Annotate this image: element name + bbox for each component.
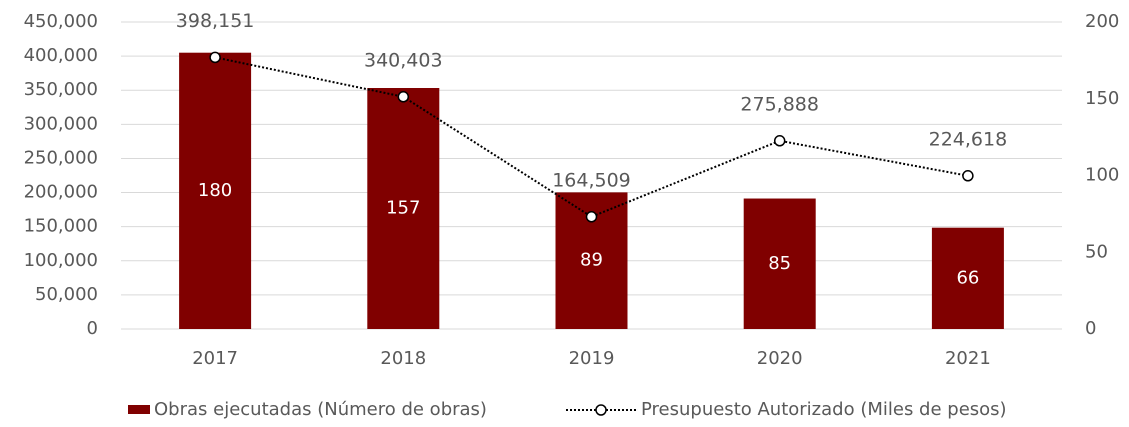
bar-value-label: 85 — [768, 253, 791, 274]
y-tick-label: 450,000 — [24, 11, 98, 32]
y2-tick-label: 150 — [1085, 88, 1119, 109]
legend-swatch — [128, 405, 150, 414]
line-value-label: 398,151 — [176, 10, 255, 32]
line-marker — [585, 211, 598, 223]
line-value-label: 275,888 — [740, 93, 819, 115]
y2-tick-label: 0 — [1085, 318, 1096, 339]
y-tick-label: 300,000 — [24, 113, 98, 134]
y2-tick-label: 100 — [1085, 165, 1119, 186]
line-marker — [397, 91, 410, 103]
x-tick-label: 2019 — [569, 348, 615, 369]
bar-value-label: 157 — [386, 198, 420, 219]
y2-tick-label: 200 — [1085, 11, 1119, 32]
line-value-label: 224,618 — [929, 128, 1008, 150]
bar — [367, 88, 440, 329]
y-tick-label: 400,000 — [24, 45, 98, 66]
line-marker — [962, 170, 974, 182]
line — [214, 56, 969, 218]
bar — [743, 198, 816, 329]
bar-value-label: 89 — [580, 250, 603, 271]
legend-label: Presupuesto Autorizado (Miles de pesos) — [641, 399, 1007, 420]
y-tick-label: 150,000 — [24, 216, 98, 237]
x-tick-label: 2021 — [945, 348, 991, 369]
line-marker — [209, 51, 221, 64]
x-tick-label: 2018 — [380, 348, 426, 369]
bar — [931, 227, 1004, 329]
y2-tick-label: 50 — [1085, 241, 1108, 262]
legend-label: Obras ejecutadas (Número de obras) — [154, 399, 487, 420]
line-value-label: 164,509 — [552, 169, 631, 191]
line-marker — [773, 135, 786, 147]
y-tick-label: 100,000 — [24, 250, 98, 271]
y-tick-label: 0 — [87, 318, 98, 339]
y-tick-label: 350,000 — [24, 79, 98, 100]
bar-value-label: 180 — [198, 180, 232, 201]
legend-marker — [595, 404, 607, 416]
x-tick-label: 2020 — [757, 348, 803, 369]
y-tick-label: 200,000 — [24, 182, 98, 203]
y-tick-label: 50,000 — [35, 284, 98, 305]
bar-value-label: 66 — [956, 267, 979, 288]
y-tick-label: 250,000 — [24, 147, 98, 168]
line-value-label: 340,403 — [364, 49, 443, 71]
bar — [179, 52, 252, 329]
x-tick-label: 2017 — [192, 348, 238, 369]
